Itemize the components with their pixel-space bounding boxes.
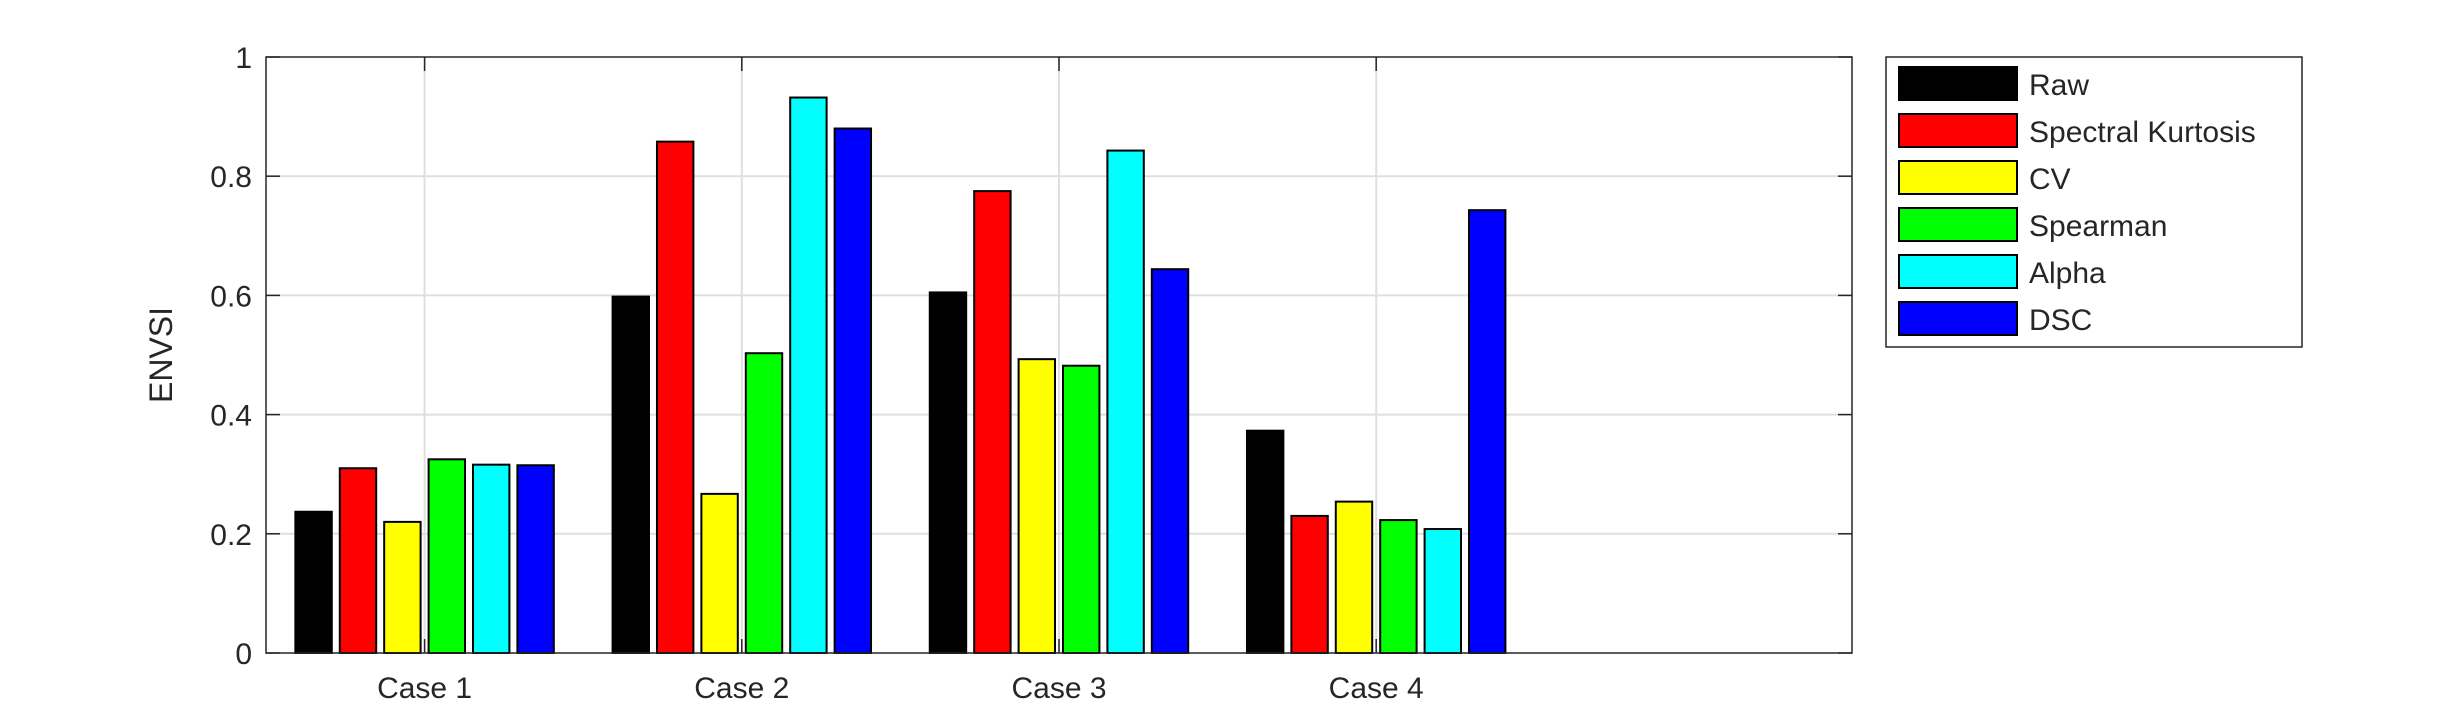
bar-dsc (833, 127, 873, 654)
bar-alpha (1106, 149, 1145, 654)
x-tick-label: Case 1 (377, 672, 472, 705)
x-tick-label: Case 2 (694, 672, 789, 705)
bar-spectral-kurtosis (973, 190, 1012, 654)
legend-swatch (1898, 301, 2018, 336)
bar-dsc (1468, 209, 1507, 654)
legend-swatch (1898, 160, 2018, 195)
y-tick-label: 0.8 (210, 161, 252, 194)
bar-spearman (1379, 519, 1418, 655)
legend: Raw Spectral Kurtosis CV Spearman Alpha DSC (1885, 56, 2303, 348)
bar-cv (1017, 358, 1057, 654)
y-axis-label: ENVSI (143, 307, 179, 403)
legend-label: Spectral Kurtosis (2029, 116, 2256, 149)
legend-swatch (1898, 66, 2018, 101)
legend-swatch (1898, 207, 2018, 242)
legend-label: Raw (2029, 69, 2089, 102)
bar-alpha (1423, 528, 1463, 655)
legend-swatch (1898, 254, 2018, 289)
legend-label: Spearman (2029, 210, 2167, 243)
bar-alpha (789, 96, 828, 654)
bar-raw (928, 291, 968, 654)
x-tick-labels: Case 1 Case 2 Case 3 Case 4 (377, 672, 1424, 705)
bar-cv (700, 492, 739, 654)
y-tick-label: 0.2 (210, 519, 252, 552)
legend-swatch (1898, 113, 2018, 148)
legend-label: CV (2029, 163, 2071, 196)
bar-raw (611, 295, 650, 654)
bar-spectral-kurtosis (655, 140, 695, 654)
y-tick-label: 0.6 (210, 280, 252, 313)
bar-spearman (744, 352, 784, 654)
legend-label: Alpha (2029, 257, 2106, 290)
y-tick-label: 1 (235, 42, 252, 75)
bar-spectral-kurtosis (1290, 514, 1329, 654)
bar-spearman (427, 458, 467, 654)
bars (294, 96, 1507, 655)
y-tick-labels: 0 0.2 0.4 0.6 0.8 1 (210, 42, 252, 671)
bar-alpha (472, 463, 511, 654)
legend-label: DSC (2029, 304, 2092, 337)
x-tick-label: Case 4 (1329, 672, 1424, 705)
bar-cv (1334, 500, 1374, 654)
bar-raw (1245, 429, 1285, 654)
y-tick-label: 0 (235, 638, 252, 671)
axis-ticks (266, 56, 1852, 654)
bar-spectral-kurtosis (338, 467, 378, 654)
bar-raw (294, 510, 333, 654)
legend-box (1885, 56, 2303, 348)
x-tick-label: Case 3 (1011, 672, 1106, 705)
bar-cv (383, 520, 422, 654)
y-tick-label: 0.4 (210, 400, 252, 433)
bar-dsc (1150, 268, 1190, 654)
bar-dsc (516, 464, 555, 655)
bar-spearman (1062, 364, 1101, 654)
